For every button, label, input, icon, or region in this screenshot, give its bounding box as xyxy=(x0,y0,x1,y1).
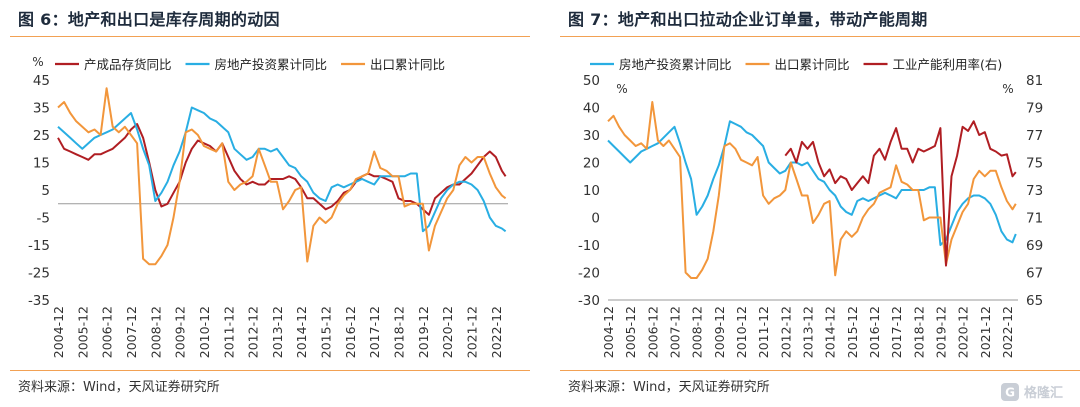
source-rule xyxy=(560,370,1080,371)
x-tick-label: 2006-12 xyxy=(100,306,115,358)
y-tick-label: 25 xyxy=(33,128,50,144)
chart-title: 图 6：地产和出口是库存周期的动因 xyxy=(18,10,280,29)
x-tick-label: 2020-12 xyxy=(440,306,455,358)
y-tick-label: 45 xyxy=(33,73,50,89)
chart-panel-left: 图 6：地产和出口是库存周期的动因 产成品存货同比 房地产投资累计同比 出口累计同比… xyxy=(0,0,530,407)
legend-label: 房地产投资累计同比 xyxy=(215,57,328,72)
legend-label: 房地产投资累计同比 xyxy=(619,57,732,72)
x-tick-label: 2022-12 xyxy=(489,306,504,358)
x-tick-label: 2017-12 xyxy=(367,306,382,358)
x-tick-label: 2020-12 xyxy=(956,306,971,358)
x-tick-label: 2006-12 xyxy=(645,306,660,358)
y-unit-label-right: % xyxy=(1002,82,1013,96)
y-tick-label: 40 xyxy=(583,101,600,117)
x-tick-label: 2016-12 xyxy=(343,306,358,358)
y-tick-label: -30 xyxy=(578,293,600,309)
legend-label: 产成品存货同比 xyxy=(84,57,172,72)
x-tick-label: 2013-12 xyxy=(270,306,285,358)
y-unit-label: % xyxy=(616,82,627,96)
x-tick-label: 2021-12 xyxy=(465,306,480,358)
chart-panel-right: 图 7：地产和出口拉动企业订单量，带动产能周期 房地产投资累计同比 出口累计同比 工… xyxy=(550,0,1080,407)
y-tick-label: 35 xyxy=(33,101,50,117)
y-tick-label: 15 xyxy=(33,156,50,172)
svg-text:格隆汇: 格隆汇 xyxy=(1024,385,1063,401)
source-note: 资料来源：Wind，天风证券研究所 xyxy=(568,380,770,395)
x-tick-label: 2011-12 xyxy=(756,306,771,358)
x-tick-label: 2015-12 xyxy=(319,306,334,358)
x-tick-label: 2019-12 xyxy=(416,306,431,358)
x-tick-label: 2012-12 xyxy=(246,306,261,358)
y-tick-label: -20 xyxy=(578,266,600,282)
x-tick-label: 2021-12 xyxy=(978,306,993,358)
series-line xyxy=(57,106,507,233)
line-chart: 房地产投资累计同比 出口累计同比 工业产能利用率(右)% % -30 -20 -10 0 10 2… xyxy=(578,57,1043,358)
x-tick-label: 2019-12 xyxy=(933,306,948,358)
x-tick-label: 2005-12 xyxy=(623,306,638,358)
x-tick-label: 2018-12 xyxy=(911,306,926,358)
legend-label: 出口累计同比 xyxy=(775,57,850,72)
x-tick-label: 2012-12 xyxy=(778,306,793,358)
x-tick-label: 2014-12 xyxy=(823,306,838,358)
y-tick-label: 10 xyxy=(583,183,600,199)
x-tick-label: 2007-12 xyxy=(667,306,682,358)
y-tick-label: 50 xyxy=(583,73,600,89)
y-tick-label: 30 xyxy=(583,128,600,144)
legend-label: 出口累计同比 xyxy=(370,57,445,72)
y-tick-label-right: 75 xyxy=(1026,156,1043,172)
x-tick-label: 2005-12 xyxy=(75,306,90,358)
x-tick-label: 2022-12 xyxy=(1000,306,1015,358)
y-tick-label-right: 69 xyxy=(1026,238,1043,254)
watermark-logo: G 格隆汇 xyxy=(1001,383,1063,401)
y-tick-label: 20 xyxy=(583,156,600,172)
source-note: 资料来源：Wind，天风证券研究所 xyxy=(18,380,220,395)
y-tick-label-right: 71 xyxy=(1026,211,1043,227)
y-tick-label: -15 xyxy=(28,238,50,254)
x-tick-label: 2004-12 xyxy=(601,306,616,358)
x-tick-label: 2015-12 xyxy=(845,306,860,358)
x-tick-label: 2016-12 xyxy=(867,306,882,358)
x-tick-label: 2010-12 xyxy=(734,306,749,358)
line-chart: 产成品存货同比 房地产投资累计同比 出口累计同比% -35 -25 -15 -5 5 15 25 3… xyxy=(28,55,508,358)
x-tick-label: 2013-12 xyxy=(800,306,815,358)
series-line xyxy=(784,120,1017,267)
x-tick-label: 2018-12 xyxy=(392,306,407,358)
x-tick-label: 2007-12 xyxy=(124,306,139,358)
source-rule xyxy=(10,370,530,371)
series-line xyxy=(57,87,507,266)
y-tick-label: -10 xyxy=(578,238,600,254)
y-tick-label-right: 67 xyxy=(1026,266,1043,282)
y-tick-label-right: 77 xyxy=(1026,128,1043,144)
y-tick-label-right: 81 xyxy=(1026,73,1043,89)
y-tick-label: -5 xyxy=(37,211,50,227)
y-tick-label: -35 xyxy=(28,293,50,309)
series-line xyxy=(607,120,1017,246)
x-tick-label: 2008-12 xyxy=(690,306,705,358)
x-tick-label: 2014-12 xyxy=(294,306,309,358)
legend-label: 工业产能利用率(右) xyxy=(893,57,1003,72)
y-tick-label: 0 xyxy=(591,211,600,227)
y-tick-label: -25 xyxy=(28,266,50,282)
y-unit-label: % xyxy=(32,55,43,69)
x-tick-label: 2011-12 xyxy=(221,306,236,358)
x-tick-label: 2010-12 xyxy=(197,306,212,358)
x-tick-label: 2009-12 xyxy=(712,306,727,358)
x-tick-label: 2008-12 xyxy=(148,306,163,358)
y-tick-label-right: 73 xyxy=(1026,183,1043,199)
series-line xyxy=(57,123,507,216)
x-tick-label: 2009-12 xyxy=(173,306,188,358)
y-tick-label-right: 65 xyxy=(1026,293,1043,309)
svg-text:G: G xyxy=(1005,386,1015,400)
chart-title: 图 7：地产和出口拉动企业订单量，带动产能周期 xyxy=(568,10,928,29)
y-tick-label-right: 79 xyxy=(1026,101,1043,117)
series-line xyxy=(607,101,1017,279)
title-rule xyxy=(560,36,1080,37)
x-tick-label: 2017-12 xyxy=(889,306,904,358)
y-tick-label: 5 xyxy=(41,183,50,199)
title-rule xyxy=(10,36,530,37)
x-tick-label: 2004-12 xyxy=(51,306,66,358)
